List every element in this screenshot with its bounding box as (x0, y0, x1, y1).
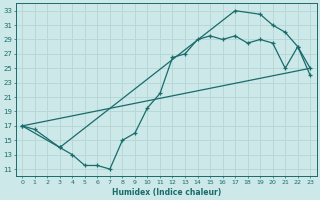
X-axis label: Humidex (Indice chaleur): Humidex (Indice chaleur) (112, 188, 221, 197)
